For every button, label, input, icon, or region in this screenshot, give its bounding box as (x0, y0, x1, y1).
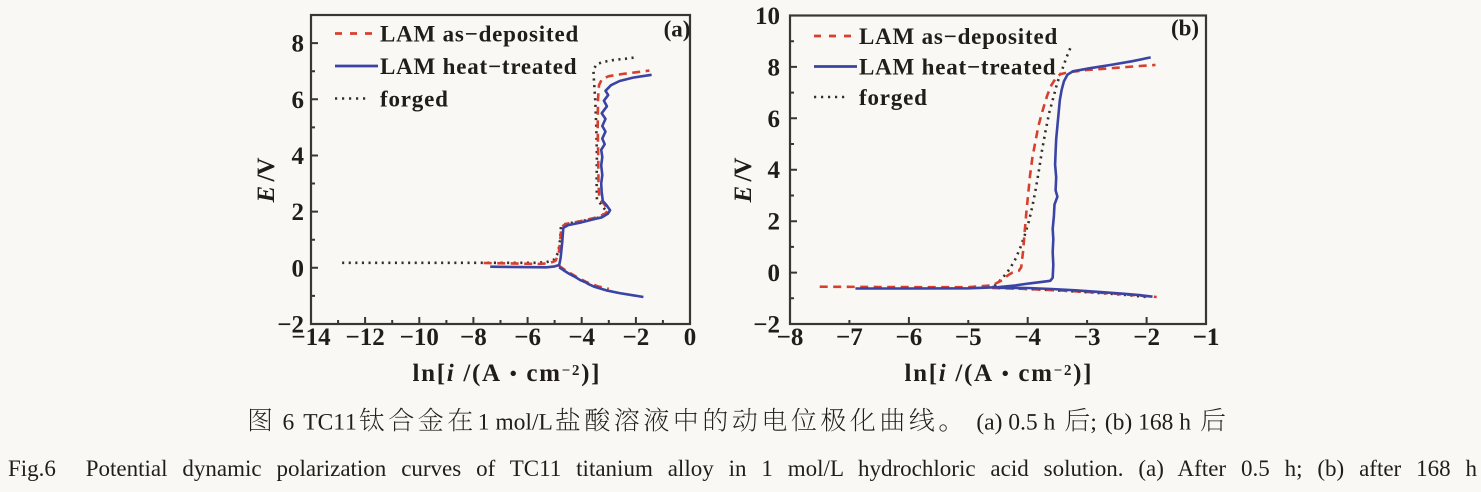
svg-text:−2: −2 (1133, 324, 1160, 351)
svg-text:10: 10 (755, 3, 780, 30)
svg-text:−10: −10 (400, 324, 439, 351)
svg-text:6: 6 (292, 87, 305, 114)
svg-text:LAM heat−treated: LAM heat−treated (380, 54, 577, 79)
svg-text:8: 8 (768, 54, 781, 81)
svg-text:0: 0 (292, 255, 305, 282)
svg-text:LAM as−deposited: LAM as−deposited (380, 22, 579, 47)
svg-text:−8: −8 (460, 324, 487, 351)
svg-text:−2: −2 (277, 312, 304, 339)
svg-text:(b): (b) (1171, 16, 1199, 41)
svg-text:(a): (a) (664, 17, 691, 42)
svg-text:−4: −4 (1014, 324, 1041, 351)
svg-text:6: 6 (768, 106, 781, 133)
svg-text:4: 4 (292, 143, 305, 170)
svg-text:−2: −2 (623, 324, 650, 351)
svg-text:−14: −14 (291, 324, 331, 351)
svg-text:−2: −2 (753, 312, 780, 339)
svg-text:−6: −6 (514, 324, 541, 351)
svg-text:−3: −3 (1074, 324, 1101, 351)
svg-text:LAM as−deposited: LAM as−deposited (859, 24, 1058, 49)
svg-text:2: 2 (768, 209, 781, 236)
svg-text:−4: −4 (568, 324, 595, 351)
svg-text:−8: −8 (777, 324, 804, 351)
svg-text:forged: forged (380, 87, 449, 112)
svg-text:−7: −7 (836, 324, 863, 351)
svg-text:8: 8 (292, 31, 305, 58)
svg-text:−6: −6 (896, 324, 923, 351)
svg-text:forged: forged (859, 85, 928, 110)
svg-text:−1: −1 (1193, 324, 1220, 351)
svg-text:0: 0 (768, 260, 781, 287)
svg-text:LAM heat−treated: LAM heat−treated (859, 55, 1056, 80)
svg-text:−5: −5 (955, 324, 982, 351)
svg-text:0: 0 (684, 324, 697, 351)
svg-text:4: 4 (768, 157, 781, 184)
svg-text:−1: −1 (1193, 324, 1220, 351)
svg-text:−12: −12 (345, 324, 384, 351)
svg-text:2: 2 (292, 199, 305, 226)
